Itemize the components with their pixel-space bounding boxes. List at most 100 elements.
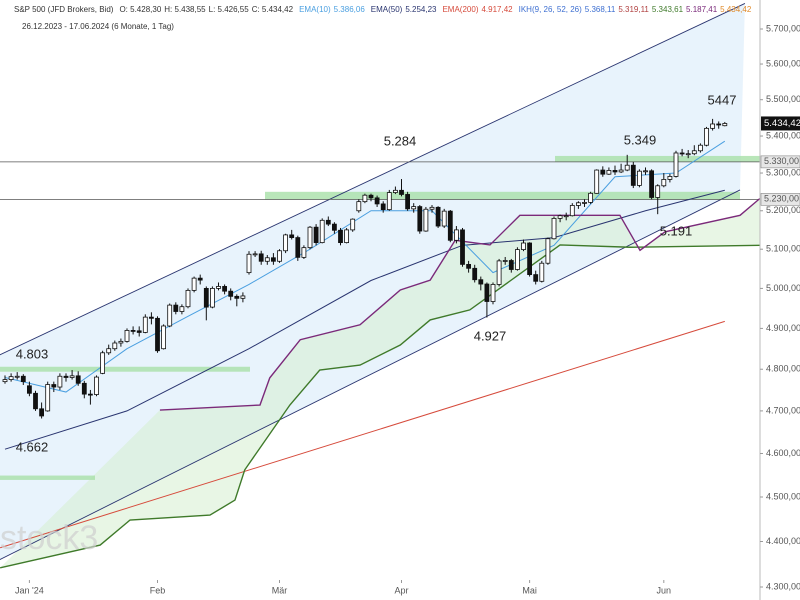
candle-body — [393, 189, 398, 193]
candle-body — [155, 317, 160, 352]
candle-body — [149, 316, 154, 319]
candle-body — [447, 210, 453, 241]
indicator-line — [4, 140, 726, 393]
level-label: 5.230,00 — [764, 194, 799, 204]
candle-body — [508, 260, 514, 270]
candle-body — [386, 192, 392, 211]
annotation: 4.803 — [16, 346, 49, 361]
header-item: 5.434,42 — [720, 5, 752, 14]
candle-body — [551, 217, 557, 240]
candle-body — [246, 253, 252, 274]
candle-body — [362, 194, 368, 203]
support-zone — [0, 366, 250, 372]
candle-body — [429, 206, 435, 210]
candle-body — [569, 205, 575, 217]
candle-body — [545, 238, 551, 264]
x-tick-label: Jan '24 — [15, 585, 44, 595]
level-label-bg — [760, 193, 800, 206]
annotation: 4.927 — [474, 328, 507, 343]
candle-body — [576, 202, 581, 206]
header-item: EMA(10) — [299, 5, 331, 14]
candle-body — [75, 375, 81, 384]
candle-body — [258, 253, 264, 262]
candle-body — [57, 375, 63, 388]
x-tick-label: Apr — [394, 585, 408, 595]
candle-body — [417, 206, 423, 232]
header-item: EMA(50) — [371, 5, 403, 14]
y-tick-label: 5.200,00 — [766, 205, 800, 215]
candle-body — [283, 234, 289, 252]
header-item: IKH(9, 26, 52, 26) — [519, 5, 582, 14]
candle-body — [496, 260, 502, 285]
y-tick-label: 4.800,00 — [766, 364, 800, 374]
support-zone — [555, 155, 760, 162]
candle-body — [533, 274, 539, 282]
indicator-line — [4, 189, 725, 450]
candle-body — [197, 277, 203, 281]
last-price-bg — [761, 116, 800, 131]
candle-body — [295, 237, 301, 258]
x-tick-label: Mai — [522, 585, 537, 595]
y-tick-label: 4.700,00 — [766, 405, 800, 415]
candle-body — [344, 229, 350, 244]
y-tick-label: 5.600,00 — [766, 58, 800, 68]
candle-body — [472, 267, 478, 281]
annotation: 5.191 — [660, 223, 693, 238]
header-item: L: 5.426,55 — [209, 5, 250, 14]
candle-body — [454, 229, 459, 241]
header-item: O: 5.428,30 — [119, 5, 161, 14]
annotation: 4.662 — [16, 439, 49, 454]
candle-body — [289, 234, 295, 238]
candle-body — [588, 192, 594, 203]
candle-body — [136, 330, 142, 333]
candle-body — [313, 226, 319, 244]
candle-body — [399, 189, 404, 195]
candle-body — [167, 304, 173, 327]
candle-body — [600, 169, 606, 175]
candle-body — [100, 352, 106, 374]
level-label-bg — [760, 155, 800, 169]
candle-body — [51, 384, 57, 388]
candle-body — [161, 325, 167, 350]
candle-body — [716, 123, 722, 126]
candle-body — [637, 170, 642, 186]
candle-body — [185, 289, 191, 308]
candle-body — [441, 210, 447, 227]
candle-body — [515, 249, 520, 270]
annotation: 5.349 — [624, 132, 657, 147]
y-tick-label: 5.700,00 — [766, 23, 800, 33]
y-tick-label: 4.400,00 — [766, 536, 800, 546]
candle-body — [539, 262, 545, 282]
header-item: 5.187,41 — [686, 5, 718, 14]
x-tick-label: Jun — [657, 585, 672, 595]
candle-body — [228, 290, 234, 297]
candle-body — [484, 283, 490, 302]
axes: 4.300,00 4.400,00 4.500,00 4.600,00 4.700,00… — [15, 23, 800, 595]
y-tick-label: 5.300,00 — [766, 167, 800, 177]
candle-body — [624, 164, 630, 171]
y-tick-label: 4.500,00 — [766, 491, 800, 501]
y-tick-label: 4.600,00 — [766, 448, 800, 458]
candle-body — [691, 150, 697, 155]
header-item: 5.319,11 — [618, 5, 649, 14]
candle-body — [527, 242, 533, 275]
candle-body — [405, 194, 411, 210]
trend-line — [0, 189, 741, 560]
candle-body — [466, 263, 472, 269]
candle-body — [411, 206, 417, 210]
header-item: S&P 500 (JFD Brokers, Bid) — [14, 5, 114, 14]
plot-area: 5447 5.349 5.284 5.191 4.927 4.803 4.662 stock3 — [0, 3, 760, 569]
header-item: 4.917,42 — [481, 5, 513, 14]
header-item: EMA(200) — [442, 5, 478, 14]
candle-body — [118, 340, 124, 344]
candle-body — [325, 219, 331, 225]
y-tick-label: 5.000,00 — [766, 283, 800, 293]
candle-body — [179, 306, 185, 312]
header-item: 5.254,23 — [405, 5, 437, 14]
candle-body — [81, 382, 87, 395]
candle-body — [14, 375, 20, 378]
candle-body — [2, 379, 8, 383]
candle-body — [307, 226, 313, 249]
